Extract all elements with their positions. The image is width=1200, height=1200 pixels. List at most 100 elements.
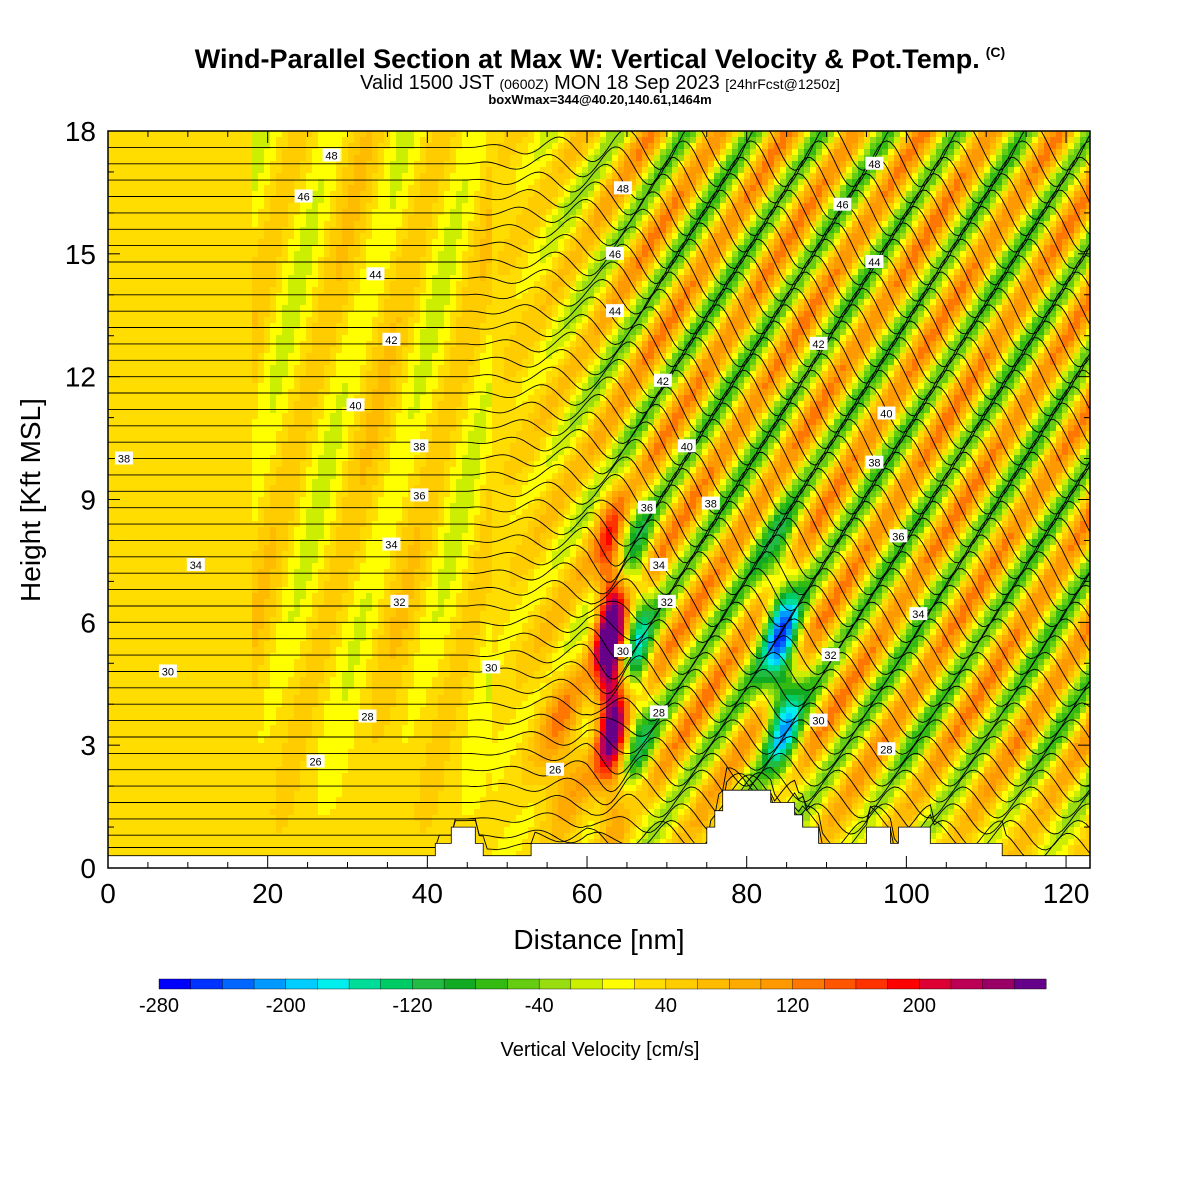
w-cell [174, 221, 181, 228]
w-cell [180, 653, 187, 660]
w-cell [258, 731, 265, 738]
w-cell [150, 323, 157, 330]
w-cell [282, 743, 289, 750]
w-cell [234, 497, 241, 504]
w-cell [330, 137, 337, 144]
w-cell [240, 485, 247, 492]
w-cell [228, 437, 235, 444]
w-cell [252, 833, 259, 840]
w-cell [108, 743, 115, 750]
w-cell [336, 221, 343, 228]
w-cell [150, 233, 157, 240]
w-cell [126, 503, 133, 510]
w-cell [306, 809, 313, 816]
w-cell [240, 629, 247, 636]
w-cell [258, 563, 265, 570]
w-cell [132, 191, 139, 198]
w-cell [312, 209, 319, 216]
w-cell [192, 605, 199, 612]
w-cell [300, 215, 307, 222]
w-cell [210, 827, 217, 834]
w-cell [276, 245, 283, 252]
w-cell [198, 131, 205, 138]
w-cell [240, 515, 247, 522]
w-cell [132, 509, 139, 516]
w-cell [318, 257, 325, 264]
w-cell [270, 839, 277, 846]
w-cell [198, 269, 205, 276]
w-cell [306, 281, 313, 288]
w-cell [264, 323, 271, 330]
w-cell [120, 791, 127, 798]
w-cell [126, 191, 133, 198]
w-cell [150, 173, 157, 180]
w-cell [336, 641, 343, 648]
w-cell [306, 167, 313, 174]
w-cell [264, 647, 271, 654]
w-cell [336, 779, 343, 786]
w-cell [114, 179, 121, 186]
w-cell [288, 533, 295, 540]
w-cell [318, 293, 325, 300]
w-cell [306, 173, 313, 180]
w-cell [336, 803, 343, 810]
w-cell [264, 755, 271, 762]
w-cell [132, 527, 139, 534]
w-cell [288, 359, 295, 366]
w-cell [312, 233, 319, 240]
w-cell [174, 371, 181, 378]
w-cell [228, 263, 235, 270]
w-cell [252, 539, 259, 546]
w-cell [168, 719, 175, 726]
w-cell [342, 695, 349, 702]
w-cell [264, 491, 271, 498]
w-cell [342, 191, 349, 198]
w-cell [174, 587, 181, 594]
w-cell [192, 707, 199, 714]
w-cell [222, 827, 229, 834]
w-cell [306, 311, 313, 318]
w-cell [318, 659, 325, 666]
w-cell [120, 497, 127, 504]
w-cell [258, 257, 265, 264]
w-cell [240, 569, 247, 576]
w-cell [174, 155, 181, 162]
w-cell [174, 629, 181, 636]
w-cell [216, 731, 223, 738]
w-cell [312, 503, 319, 510]
w-cell [162, 251, 169, 258]
w-cell [336, 203, 343, 210]
w-cell [108, 677, 115, 684]
w-cell [138, 359, 145, 366]
w-cell [342, 215, 349, 222]
w-cell [330, 659, 337, 666]
w-cell [150, 197, 157, 204]
w-cell [282, 593, 289, 600]
w-cell [312, 809, 319, 816]
w-cell [234, 683, 241, 690]
w-cell [132, 473, 139, 480]
w-cell [306, 503, 313, 510]
w-cell [108, 407, 115, 414]
w-cell [282, 749, 289, 756]
w-cell [132, 629, 139, 636]
w-cell [132, 713, 139, 720]
w-cell [258, 641, 265, 648]
w-cell [120, 617, 127, 624]
w-cell [336, 749, 343, 756]
w-cell [150, 479, 157, 486]
w-cell [210, 305, 217, 312]
w-cell [168, 605, 175, 612]
w-cell [150, 761, 157, 768]
w-cell [114, 467, 121, 474]
w-cell [228, 713, 235, 720]
w-cell [240, 587, 247, 594]
w-cell [144, 761, 151, 768]
w-cell [318, 533, 325, 540]
w-cell [156, 269, 163, 276]
w-cell [312, 509, 319, 516]
w-cell [132, 419, 139, 426]
w-cell [234, 647, 241, 654]
w-cell [246, 287, 253, 294]
w-cell [138, 473, 145, 480]
